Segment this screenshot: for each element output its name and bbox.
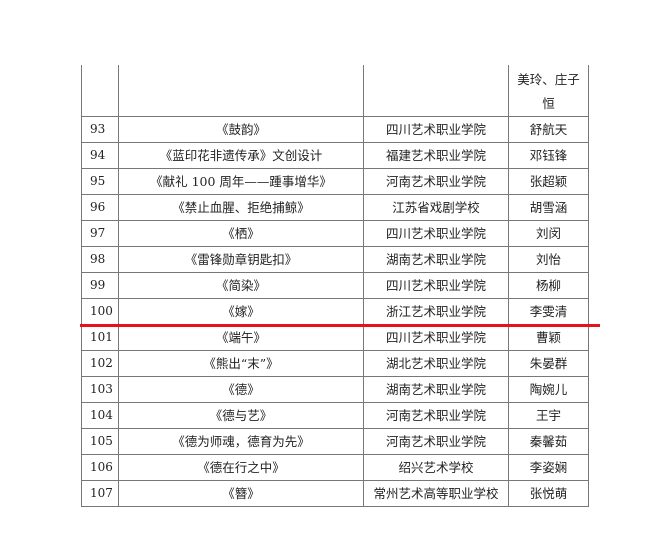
- cell-school: 四川艺术职业学院: [363, 272, 509, 299]
- cell-num: 103: [81, 376, 119, 403]
- cell-title: 《德》: [118, 376, 364, 403]
- cell-num: 107: [81, 480, 119, 507]
- table-row: 105 《德为师魂，德育为先》 河南艺术职业学院 秦馨茹: [81, 428, 589, 455]
- cell-title: 《献礼 100 周年——踵事增华》: [118, 168, 364, 195]
- cell-num: 106: [81, 454, 119, 481]
- table-row: 103 《德》 湖南艺术职业学院 陶婉儿: [81, 376, 589, 403]
- name-line-2: 恒: [542, 96, 555, 111]
- cell-school: 湖南艺术职业学院: [363, 376, 509, 403]
- cell-name: 刘闵: [508, 220, 589, 247]
- cell-name: 美玲、庄子恒: [508, 65, 589, 117]
- cell-name: 邓钰锋: [508, 142, 589, 169]
- results-table: 美玲、庄子恒 93 《鼓韵》 四川艺术职业学院 舒航天 94 《蓝印花非遗传承》文创设计福…: [81, 65, 589, 507]
- cell-school: 绍兴艺术学校: [363, 454, 509, 481]
- cell-num: 100: [81, 298, 119, 325]
- name-line-1: 美玲、庄子: [517, 72, 580, 87]
- cell-num: 102: [81, 350, 119, 377]
- cell-school: 江苏省戏剧学校: [363, 194, 509, 221]
- cell-school: 河南艺术职业学院: [363, 428, 509, 455]
- cell-school: 河南艺术职业学院: [363, 402, 509, 429]
- cell-name: 李姿娴: [508, 454, 589, 481]
- cell-school: 福建艺术职业学院: [363, 142, 509, 169]
- cell-title: 《嫁》: [118, 298, 364, 325]
- cell-name: 张悦萌: [508, 480, 589, 507]
- cell-name: 舒航天: [508, 116, 589, 143]
- cell-num: [81, 65, 119, 117]
- cell-num: 99: [81, 272, 119, 299]
- cell-title: 《簪》: [118, 480, 364, 507]
- cell-num: 95: [81, 168, 119, 195]
- cell-num: 93: [81, 116, 119, 143]
- cell-name: 李雯清: [508, 298, 589, 325]
- cell-num: 96: [81, 194, 119, 221]
- cell-school: [363, 65, 509, 117]
- table-row: 104 《德与艺》 河南艺术职业学院 王宇: [81, 402, 589, 429]
- cell-title: 《简染》: [118, 272, 364, 299]
- cell-name: 曹颖: [508, 324, 589, 351]
- cell-title: 《德在行之中》: [118, 454, 364, 481]
- cell-title: 《端午》: [118, 324, 364, 351]
- table-row: 97 《栖》 四川艺术职业学院 刘闵: [81, 220, 589, 247]
- cell-name: 陶婉儿: [508, 376, 589, 403]
- cell-name: 胡雪涵: [508, 194, 589, 221]
- cell-name: 秦馨茹: [508, 428, 589, 455]
- table-row-continuation: 美玲、庄子恒: [81, 65, 589, 117]
- cell-num: 104: [81, 402, 119, 429]
- cell-num: 97: [81, 220, 119, 247]
- cell-school: 湖北艺术职业学院: [363, 350, 509, 377]
- red-highlight-line: [80, 324, 600, 327]
- cell-school: 四川艺术职业学院: [363, 116, 509, 143]
- cell-title: 《禁止血腥、拒绝捕鲸》: [118, 194, 364, 221]
- table-row: 106 《德在行之中》 绍兴艺术学校 李姿娴: [81, 454, 589, 481]
- table-row: 100 《嫁》 浙江艺术职业学院 李雯清: [81, 298, 589, 325]
- cell-num: 101: [81, 324, 119, 351]
- table-row: 95 《献礼 100 周年——踵事增华》 河南艺术职业学院 张超颖: [81, 168, 589, 195]
- table-row: 99 《简染》 四川艺术职业学院 杨柳: [81, 272, 589, 299]
- table-row: 93 《鼓韵》 四川艺术职业学院 舒航天: [81, 116, 589, 143]
- cell-title: 《鼓韵》: [118, 116, 364, 143]
- cell-name: 杨柳: [508, 272, 589, 299]
- cell-num: 98: [81, 246, 119, 273]
- cell-school: 常州艺术高等职业学校: [363, 480, 509, 507]
- cell-title: 《蓝印花非遗传承》文创设计: [118, 142, 364, 169]
- cell-name: 王宇: [508, 402, 589, 429]
- cell-school: 四川艺术职业学院: [363, 324, 509, 351]
- table-row: 96 《禁止血腥、拒绝捕鲸》 江苏省戏剧学校 胡雪涵: [81, 194, 589, 221]
- cell-title: 《栖》: [118, 220, 364, 247]
- table-row: 101 《端午》 四川艺术职业学院 曹颖: [81, 324, 589, 351]
- cell-num: 105: [81, 428, 119, 455]
- cell-title: [118, 65, 364, 117]
- table-row: 107 《簪》 常州艺术高等职业学校 张悦萌: [81, 480, 589, 507]
- cell-school: 四川艺术职业学院: [363, 220, 509, 247]
- cell-name: 刘怡: [508, 246, 589, 273]
- cell-school: 浙江艺术职业学院: [363, 298, 509, 325]
- cell-name: 张超颖: [508, 168, 589, 195]
- table-row: 94 《蓝印花非遗传承》文创设计 福建艺术职业学院 邓钰锋: [81, 142, 589, 169]
- table-row: 98 《雷锋勋章钥匙扣》 湖南艺术职业学院 刘怡: [81, 246, 589, 273]
- cell-title: 《德与艺》: [118, 402, 364, 429]
- cell-title: 《雷锋勋章钥匙扣》: [118, 246, 364, 273]
- table-row: 102 《熊出“末”》 湖北艺术职业学院 朱晏群: [81, 350, 589, 377]
- cell-school: 湖南艺术职业学院: [363, 246, 509, 273]
- cell-title: 《熊出“末”》: [118, 350, 364, 377]
- cell-name: 朱晏群: [508, 350, 589, 377]
- cell-title: 《德为师魂，德育为先》: [118, 428, 364, 455]
- cell-school: 河南艺术职业学院: [363, 168, 509, 195]
- cell-num: 94: [81, 142, 119, 169]
